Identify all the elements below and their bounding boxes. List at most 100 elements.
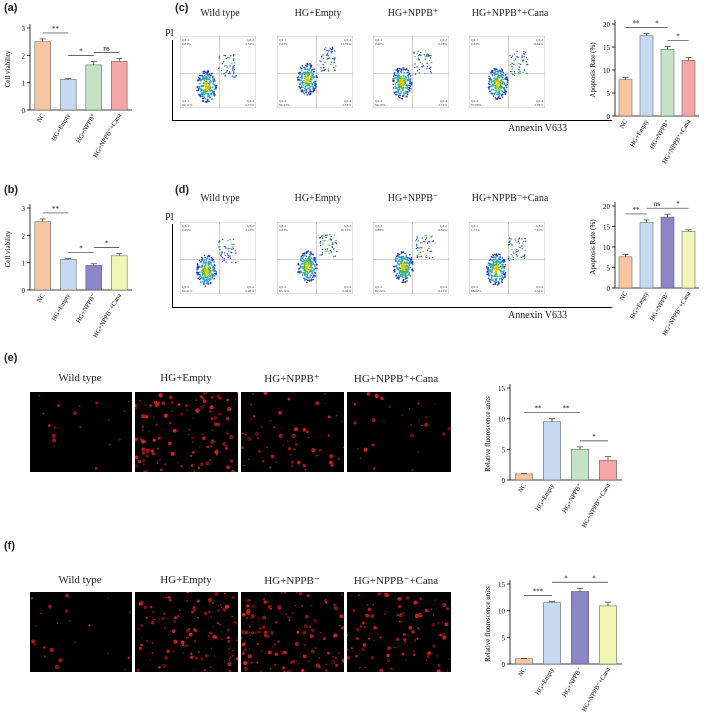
- category-label-0: NC: [517, 667, 528, 678]
- y-tick-label: 5: [607, 90, 611, 98]
- flow-d-title-0: Wild type: [200, 193, 240, 204]
- quadrant-q4-name: Q3-4: [440, 99, 447, 103]
- sig-label-0: **: [633, 20, 641, 28]
- quadrant-q1-name: Q3-1: [375, 224, 382, 228]
- bar-2: [571, 449, 589, 481]
- micro-f-title-3: HG+NPPB⁻+Cana: [353, 575, 439, 587]
- quadrant-q3-value: 83.11%: [279, 289, 290, 293]
- sig-label-1: *: [79, 48, 83, 56]
- micro-e-title-2: HG+NPPB⁺: [264, 373, 320, 385]
- bar-0: [34, 221, 51, 291]
- panel-label-c: (c): [175, 2, 189, 14]
- y-tick-label: 15: [603, 44, 611, 52]
- quadrant-q3-value: 92.11%: [182, 103, 193, 107]
- quadrant-q2-value: 11.78%: [341, 42, 352, 46]
- bar-2: [85, 265, 102, 291]
- bar-3: [111, 61, 128, 111]
- y-tick-label: 1: [22, 80, 26, 88]
- flow-d-x-axis: [172, 307, 612, 308]
- quadrant-q2-name: Q3-2: [344, 224, 351, 228]
- category-label-0: NC: [36, 293, 47, 304]
- bar-3: [599, 605, 617, 665]
- micro-image-e-wild-type: [30, 392, 132, 472]
- bar-3: [599, 460, 617, 481]
- micro-f-title-1: HG+Empty: [160, 574, 212, 586]
- flow-c-y-label: PI: [165, 28, 174, 39]
- red-cells: [353, 392, 451, 472]
- sig-label-0: **: [52, 205, 60, 213]
- quadrant-q4-value: 2.75%: [245, 103, 254, 107]
- flow-d-title-1: HG+Empty: [294, 193, 342, 204]
- sig-label-1: **: [563, 405, 571, 413]
- quadrant-q1-name: Q3-1: [471, 224, 478, 228]
- quadrant-q3-name: Q3-3: [279, 99, 286, 103]
- sig-label-1: *: [655, 20, 659, 28]
- quadrant-q4-value: 3.76%: [534, 103, 543, 107]
- quadrant-q4-value: 3.34%: [534, 289, 543, 293]
- quadrant-q3-value: 87.09%: [471, 103, 482, 107]
- quadrant-q1-name: Q3-1: [375, 38, 382, 42]
- y-tick-label: 5: [502, 446, 506, 454]
- y-tick-label: 0: [607, 285, 611, 293]
- bar-chart-b: 0 1 2 3 Cell viability NC HG+Empty HG+NPPB⁻HG+N…: [4, 204, 132, 339]
- y-tick-label: 15: [498, 581, 506, 589]
- scatter-cloud: [486, 237, 527, 286]
- quadrant-q4-name: Q3-4: [536, 285, 543, 289]
- bar-0: [618, 79, 633, 117]
- flow-c-y-axis: [172, 40, 173, 120]
- plot-frame: [180, 36, 256, 108]
- y-tick-label: 10: [498, 416, 506, 424]
- sig-label-1: *: [79, 244, 83, 252]
- quadrant-q4-name: Q3-4: [344, 285, 351, 289]
- y-axis-title: Cell viability: [4, 50, 12, 87]
- micro-e-title-3: HG+NPPB⁺+Cana: [353, 373, 439, 385]
- plot-frame: [277, 36, 353, 108]
- quadrant-q4-value: 8.15%: [438, 289, 447, 293]
- category-label-3: HG+NPPB⁺+Cana: [92, 112, 123, 159]
- bar-chart-d: 0 5 10 15 20 Apoptosis Rate (%) NC HG+EmptyHG+N…: [589, 200, 699, 337]
- y-tick-label: 0: [22, 107, 26, 115]
- bar-2: [660, 216, 675, 289]
- micro-e-title-0: Wild type: [58, 372, 102, 384]
- quadrant-q2-name: Q3-2: [247, 224, 254, 228]
- bar-3: [681, 231, 696, 289]
- micro-image-e-hg-nppb-plus-cana: [347, 392, 451, 472]
- red-cells: [38, 394, 130, 470]
- red-cells: [347, 592, 450, 672]
- quadrant-q1-name: Q3-1: [182, 38, 189, 42]
- quadrant-q1-value: 0.53%: [471, 42, 480, 46]
- flow-c-x-label: Annexin V633: [508, 123, 567, 134]
- micro-image-f-hg-empty: [135, 592, 238, 672]
- quadrant-q3-value: 82.44%: [279, 103, 290, 107]
- quadrant-q1-name: Q3-1: [471, 38, 478, 42]
- flow-plot-c-wild-type: Q3-10.83% Q3-24.51% Q3-392.11% Q3-42.75%: [180, 36, 256, 108]
- quadrant-q4-name: Q3-4: [440, 285, 447, 289]
- category-label-1: HG+Empty: [534, 666, 556, 696]
- quadrant-q3-name: Q3-3: [471, 99, 478, 103]
- micro-image-f-hg-nppb-minus-cana: [347, 592, 451, 672]
- quadrant-q1-name: Q3-1: [182, 224, 189, 228]
- flow-plot-d-wild-type: Q3-10.45% Q3-24.16% Q3-392.41% Q3-42.98%: [180, 222, 256, 294]
- sig-label-2: *: [676, 33, 680, 41]
- category-label-1: HG+Empty: [51, 292, 73, 322]
- scatter-cloud: [196, 54, 237, 103]
- plot-frame: [180, 222, 256, 294]
- quadrant-q2-name: Q3-2: [440, 38, 447, 42]
- red-cells: [135, 392, 238, 472]
- scatter-cloud: [392, 50, 433, 100]
- y-tick-label: 5: [607, 265, 611, 273]
- y-tick-label: 10: [603, 67, 611, 75]
- quadrant-q3-value: 92.41%: [182, 289, 193, 293]
- sig-label-2: *: [676, 200, 680, 208]
- bar-0: [515, 658, 533, 665]
- category-label-0: NC: [619, 119, 630, 130]
- quadrant-q4-name: Q3-4: [344, 99, 351, 103]
- micro-image-e-hg-empty: [135, 392, 238, 472]
- red-cells: [136, 592, 238, 672]
- y-tick-label: 1: [22, 260, 26, 268]
- micro-f-title-2: HG+NPPB⁻: [264, 575, 320, 587]
- quadrant-q4-value: 5.33%: [342, 103, 351, 107]
- flow-d-y-label: PI: [165, 212, 174, 223]
- flow-d-title-3: HG+NPPB⁻+Cana: [471, 193, 549, 204]
- plot-frame: [469, 222, 545, 294]
